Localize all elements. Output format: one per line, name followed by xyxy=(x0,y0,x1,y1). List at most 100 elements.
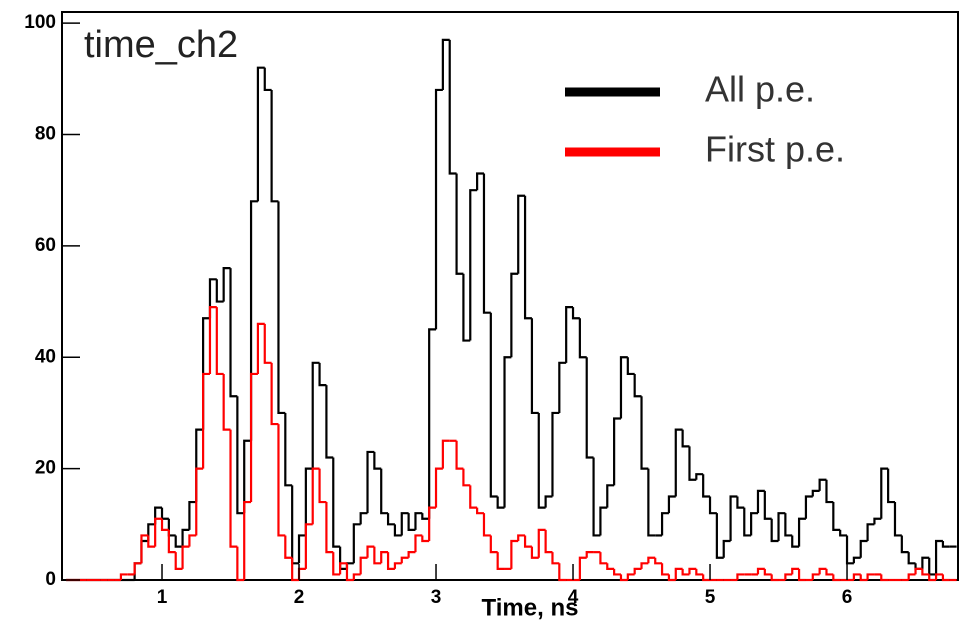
histogram-step xyxy=(359,512,368,525)
histogram-step xyxy=(784,513,793,537)
histogram-step xyxy=(852,573,861,580)
chart-title: time_ch2 xyxy=(84,24,238,66)
histogram-step xyxy=(592,457,601,537)
histogram-step xyxy=(530,546,539,559)
histogram-step xyxy=(695,568,704,576)
legend-label: First p.e. xyxy=(705,129,845,170)
histogram-step xyxy=(311,467,320,525)
histogram-step xyxy=(756,489,765,514)
histogram-step xyxy=(229,429,238,548)
histogram-step xyxy=(476,172,484,191)
histogram-step xyxy=(291,557,300,582)
histogram-step xyxy=(825,479,834,504)
histogram-step xyxy=(249,372,258,503)
histogram-step xyxy=(702,474,711,498)
histogram-step xyxy=(407,551,416,558)
histogram-step xyxy=(688,567,697,575)
histogram-step xyxy=(640,396,649,470)
histogram-step xyxy=(859,574,868,582)
histogram-step xyxy=(181,528,190,547)
histogram-step xyxy=(941,574,950,582)
x-tick-label: 6 xyxy=(842,587,853,608)
histogram-step xyxy=(441,38,450,90)
x-axis-label: Time, ns xyxy=(482,594,579,621)
histogram-step xyxy=(380,551,389,564)
histogram-step xyxy=(934,539,943,575)
histogram-step xyxy=(558,563,567,582)
histogram-step xyxy=(222,267,231,302)
plot-area xyxy=(66,38,957,582)
histogram-step xyxy=(695,473,704,480)
histogram-step xyxy=(537,528,546,558)
histogram-step xyxy=(400,556,409,564)
histogram-step xyxy=(599,506,608,536)
histogram-step xyxy=(619,574,628,582)
histogram-step xyxy=(277,201,286,415)
histogram-step xyxy=(304,523,313,569)
x-tick-label: 1 xyxy=(157,587,168,608)
histogram-step xyxy=(845,535,854,565)
histogram-step xyxy=(606,563,615,570)
histogram-step xyxy=(537,412,546,509)
histogram-step xyxy=(907,573,916,580)
histogram-step xyxy=(613,568,621,576)
histogram-step xyxy=(332,457,341,548)
histogram-step xyxy=(119,573,128,580)
histogram-step xyxy=(921,556,930,569)
histogram-step xyxy=(297,534,306,564)
y-tick-label: 60 xyxy=(35,235,56,256)
histogram-step xyxy=(941,541,950,548)
histogram-step xyxy=(928,574,937,582)
histogram-step xyxy=(523,535,532,548)
y-tick-label: 0 xyxy=(45,569,56,590)
histogram-step xyxy=(880,467,889,519)
histogram-step xyxy=(469,189,478,341)
histogram-step xyxy=(256,66,265,202)
histogram-step xyxy=(654,557,663,565)
histogram-step xyxy=(503,356,512,508)
histogram-step xyxy=(496,552,505,570)
histogram-step xyxy=(489,535,498,554)
histogram-step xyxy=(469,485,478,509)
histogram-step xyxy=(339,562,347,575)
histogram-step xyxy=(489,312,498,498)
histogram-step xyxy=(160,518,169,531)
histogram-step xyxy=(551,411,560,497)
histogram-step xyxy=(681,568,690,576)
histogram-step xyxy=(421,513,430,520)
histogram-step xyxy=(277,424,286,537)
histogram-step xyxy=(715,513,724,559)
histogram-step xyxy=(202,372,210,469)
histogram-step xyxy=(325,385,334,459)
histogram-step xyxy=(222,373,231,431)
histogram-step xyxy=(455,173,464,275)
histogram-step xyxy=(770,574,779,582)
histogram-step xyxy=(380,468,389,515)
histogram-step xyxy=(428,506,437,542)
histogram-step xyxy=(544,495,553,508)
histogram-step xyxy=(510,272,519,358)
histogram-step xyxy=(544,529,553,554)
histogram-step xyxy=(722,539,731,558)
histogram-step xyxy=(688,446,697,481)
histogram-step xyxy=(517,194,526,274)
x-tick-label: 4 xyxy=(568,587,579,608)
histogram-step xyxy=(414,512,423,530)
histogram-step xyxy=(797,517,806,547)
histogram-step xyxy=(414,534,423,553)
histogram-step xyxy=(736,573,745,580)
histogram-step xyxy=(366,545,375,558)
histogram-step xyxy=(386,552,395,570)
histogram-step xyxy=(325,502,334,554)
histogram-step xyxy=(482,513,491,537)
histogram-step xyxy=(887,468,895,504)
histogram-step xyxy=(318,362,327,387)
histogram-step xyxy=(791,567,800,575)
histogram-step xyxy=(702,574,711,582)
histogram-step xyxy=(140,534,149,564)
histogram-step xyxy=(318,468,327,504)
histogram-step xyxy=(215,307,224,376)
histogram-step xyxy=(352,573,361,580)
histogram-step xyxy=(921,568,930,576)
